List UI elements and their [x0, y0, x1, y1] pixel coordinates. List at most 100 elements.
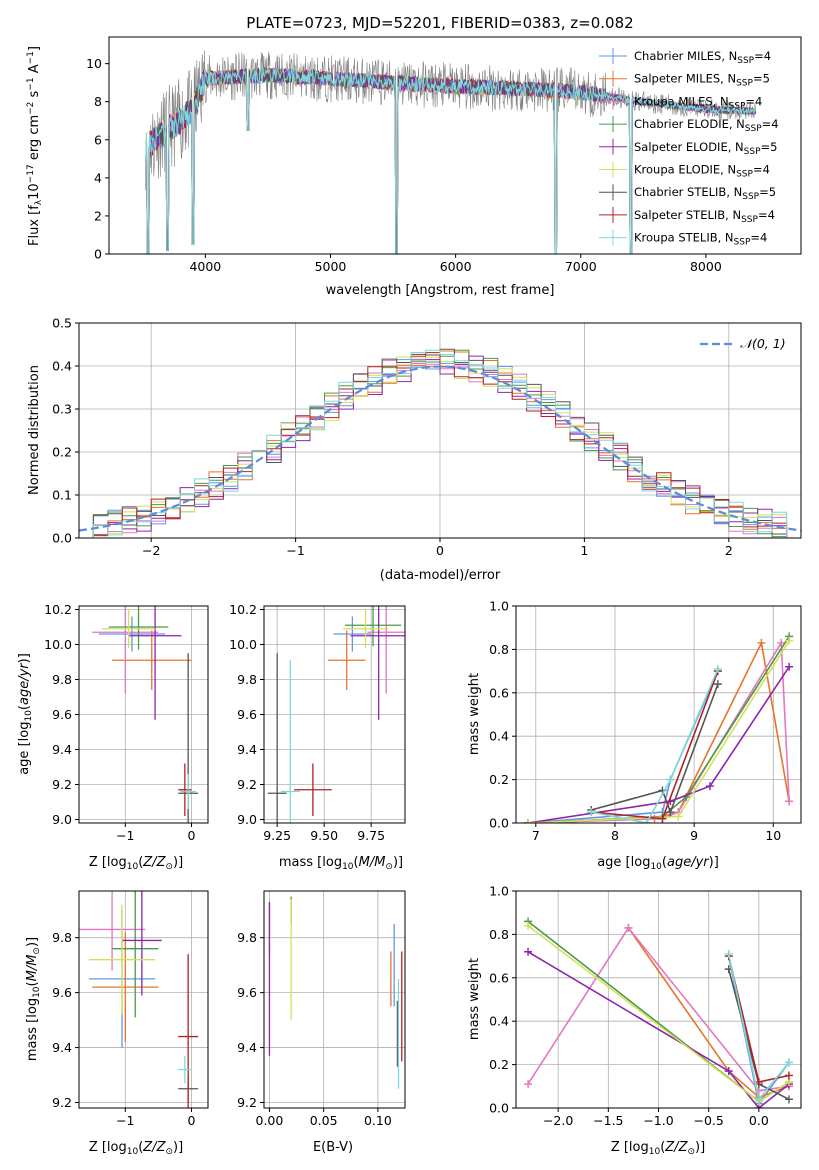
axis-label: wavelength [Angstrom, rest frame] — [326, 283, 555, 298]
axis-label: mass weight — [467, 673, 482, 755]
x-tick-label: 7 — [532, 828, 540, 843]
x-tick-label: 0.0 — [749, 1113, 769, 1128]
y-tick-label: 9.6 — [237, 985, 257, 1000]
axes-3: 9.25 9.50 9.75 9.0 9.2 9.4 9.6 9.8 10.0 10.2 — [229, 602, 406, 843]
y-tick-label: 9.4 — [52, 1040, 72, 1055]
weight-marker-kroupa_stelib — [666, 775, 675, 784]
weight-line-chabrier_elodie — [527, 635, 790, 823]
x-tick-label: −1.5 — [593, 1113, 623, 1128]
y-tick-label: 9.8 — [237, 672, 257, 687]
legend-entry: Chabrier ELODIE, NSSP=4 — [634, 117, 779, 134]
plot-area — [268, 896, 403, 1089]
axes-1: −2 −1 0 1 2 0.0 0.1 0.2 0.3 0.4 0.5 — [52, 316, 802, 558]
weight-marker-kroupa_stelib — [754, 1095, 763, 1104]
weight-marker-salpeter_stelib — [784, 1071, 793, 1080]
model-spectrum-kroupa_stelib — [145, 66, 756, 254]
x-tick-label: 4000 — [189, 259, 221, 274]
y-tick-label: 10 — [86, 56, 102, 71]
axis-label: E(B-V) — [313, 1140, 353, 1155]
axes-7: −2.0 −1.5 −1.0 −0.5 0.0 0.0 0.2 0.4 0.6 0.8 1.0 — [489, 884, 802, 1128]
axis-label: Z [log10(Z/Z⊙)] — [89, 855, 183, 872]
x-tick-label: −1.0 — [643, 1113, 673, 1128]
x-tick-label: 6000 — [440, 259, 472, 274]
x-tick-label: 9.25 — [263, 828, 291, 843]
y-tick-label: 0.6 — [489, 970, 509, 985]
x-tick-label: 2 — [725, 543, 733, 558]
y-tick-label: 4 — [94, 170, 102, 185]
axis-label: Z [log10(Z/Z⊙)] — [89, 1140, 183, 1157]
y-tick-label: 9.0 — [237, 812, 257, 827]
y-tick-label: 10.0 — [229, 637, 257, 652]
weight-marker-kroupa_stelib — [587, 808, 596, 817]
y-tick-label: 10.2 — [229, 602, 257, 617]
weight-line-salpeter_miles — [527, 640, 790, 823]
weight-marker-kroupa_elodie — [523, 819, 532, 823]
legend-entry: Chabrier MILES, NSSP=4 — [634, 49, 771, 66]
x-tick-label: −1 — [116, 1113, 134, 1128]
weight-line-kroupa_stelib — [591, 668, 719, 823]
weight-marker-kroupa_stelib — [642, 819, 651, 823]
plot-area — [79, 348, 801, 538]
plot-area — [524, 917, 793, 1108]
x-tick-label: 0.05 — [310, 1113, 338, 1128]
weight-marker-salpeter_stelib — [658, 814, 667, 823]
y-tick-label: 9.6 — [237, 707, 257, 722]
legend-entry: Kroupa STELIB, NSSP=4 — [634, 231, 767, 248]
axis-label: (data-model)/error — [380, 568, 501, 583]
y-tick-label: 9.8 — [52, 930, 72, 945]
legend-entry: Salpeter ELODIE, NSSP=5 — [634, 140, 777, 157]
x-tick-label: −2.0 — [543, 1113, 573, 1128]
histogram-salpeter_stelib — [79, 352, 801, 538]
legend-entry: Salpeter MILES, NSSP=5 — [634, 72, 770, 89]
y-tick-label: 0.0 — [489, 1101, 509, 1116]
y-tick-label: 0.2 — [489, 1057, 509, 1072]
y-tick-label: 9.2 — [52, 777, 72, 792]
legend-entry: 𝒩(0, 1) — [740, 336, 786, 351]
y-tick-label: 9.6 — [52, 985, 72, 1000]
axis-label: mass weight — [467, 958, 482, 1040]
y-tick-label: 0.4 — [489, 1014, 509, 1029]
y-tick-label: 0.4 — [489, 729, 509, 744]
y-tick-label: 9.4 — [52, 742, 72, 757]
plot-area — [92, 606, 199, 823]
weight-marker-kroupa_miles — [624, 923, 633, 932]
axis-label: Normed distribution — [27, 365, 42, 495]
axis-label: age [log10(age/yr)] — [597, 855, 719, 872]
y-tick-label: 9.6 — [52, 707, 72, 722]
weight-marker-chabrier_stelib — [713, 680, 722, 689]
y-tick-label: 0.0 — [52, 531, 72, 546]
weight-line-kroupa_miles — [527, 640, 790, 823]
weight-marker-salpeter_stelib — [754, 1077, 763, 1086]
plot-area — [79, 891, 199, 1108]
weight-marker-kroupa_miles — [785, 797, 794, 806]
weight-marker-kroupa_elodie — [524, 921, 533, 930]
normal-curve — [79, 365, 801, 532]
x-tick-label: 7000 — [565, 259, 597, 274]
weight-marker-kroupa_elodie — [674, 812, 683, 821]
y-tick-label: 10.0 — [44, 637, 72, 652]
weight-marker-kroupa_stelib — [713, 664, 722, 673]
axes-frame — [263, 890, 406, 1109]
axis-label: Z [log10(Z/Z⊙)] — [611, 1140, 705, 1157]
x-tick-label: 0.10 — [364, 1113, 392, 1128]
x-tick-label: 1 — [580, 543, 588, 558]
y-tick-label: 9.8 — [237, 930, 257, 945]
legend-entry: Kroupa ELODIE, NSSP=4 — [634, 163, 770, 180]
axes-6: 0.00 0.05 0.10 9.2 9.4 9.6 9.8 — [237, 890, 406, 1128]
y-tick-label: 10.2 — [44, 602, 72, 617]
x-tick-label: 9.75 — [357, 828, 385, 843]
y-tick-label: 9.8 — [52, 672, 72, 687]
axes-0: 4000 5000 6000 7000 8000 0 2 4 6 8 10 — [86, 36, 802, 274]
x-tick-label: 0.00 — [256, 1113, 284, 1128]
weight-marker-kroupa_elodie — [785, 636, 794, 645]
y-tick-label: 0.8 — [489, 642, 509, 657]
y-tick-label: 0.4 — [52, 359, 72, 374]
y-tick-label: 8 — [94, 94, 102, 109]
x-tick-label: 5000 — [315, 259, 347, 274]
y-tick-label: 0.3 — [52, 402, 72, 417]
axis-label: mass [log10(M/M⊙)] — [25, 937, 42, 1061]
y-tick-label: 9.2 — [237, 1095, 257, 1110]
y-tick-label: 9.2 — [52, 1095, 72, 1110]
legend-entry: Salpeter STELIB, NSSP=4 — [634, 208, 775, 225]
legend-entry: Chabrier STELIB, NSSP=5 — [634, 185, 776, 202]
